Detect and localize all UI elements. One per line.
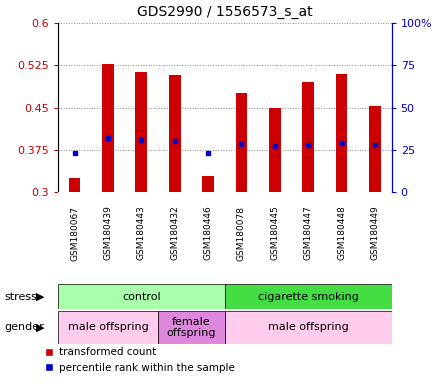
- Text: GSM180443: GSM180443: [137, 205, 146, 260]
- Bar: [235, 93, 247, 192]
- Text: GSM180439: GSM180439: [103, 205, 113, 260]
- Bar: [202, 176, 214, 192]
- Text: GSM180448: GSM180448: [337, 205, 346, 260]
- Text: GSM180449: GSM180449: [370, 205, 380, 260]
- Bar: [225, 284, 392, 309]
- Text: GSM180078: GSM180078: [237, 205, 246, 260]
- Text: GSM180447: GSM180447: [303, 205, 313, 260]
- Bar: [58, 311, 158, 344]
- Bar: [102, 64, 114, 192]
- Text: ▶: ▶: [36, 291, 44, 302]
- Text: control: control: [122, 291, 161, 302]
- Text: ▶: ▶: [36, 322, 44, 333]
- Text: GSM180445: GSM180445: [270, 205, 279, 260]
- Legend: transformed count, percentile rank within the sample: transformed count, percentile rank withi…: [41, 343, 239, 377]
- Bar: [225, 311, 392, 344]
- Bar: [269, 108, 281, 192]
- Bar: [302, 82, 314, 192]
- Bar: [336, 74, 348, 192]
- Bar: [158, 311, 225, 344]
- Text: male offspring: male offspring: [268, 322, 348, 333]
- Text: GSM180446: GSM180446: [203, 205, 213, 260]
- Bar: [69, 178, 81, 192]
- Text: female
offspring: female offspring: [166, 316, 216, 338]
- Text: GSM180067: GSM180067: [70, 205, 79, 260]
- Bar: [169, 75, 181, 192]
- Text: GSM180432: GSM180432: [170, 205, 179, 260]
- Bar: [135, 72, 147, 192]
- Title: GDS2990 / 1556573_s_at: GDS2990 / 1556573_s_at: [137, 5, 312, 19]
- Text: stress: stress: [4, 291, 37, 302]
- Bar: [58, 284, 225, 309]
- Text: gender: gender: [4, 322, 44, 333]
- Text: cigarette smoking: cigarette smoking: [258, 291, 359, 302]
- Text: male offspring: male offspring: [68, 322, 148, 333]
- Bar: [369, 106, 381, 192]
